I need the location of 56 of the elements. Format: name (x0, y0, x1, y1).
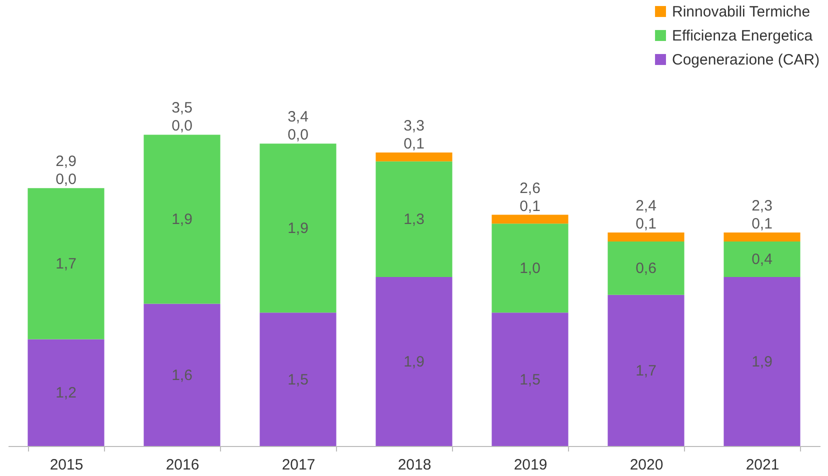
x-tick-label: 2017 (282, 456, 316, 474)
x-tick-label: 2018 (398, 456, 432, 474)
bar (28, 188, 104, 340)
data-label: 1,5 (520, 371, 540, 388)
data-label: 0,0 (172, 118, 192, 135)
total-label: 2,3 (752, 198, 772, 215)
data-label: 1,9 (404, 354, 424, 371)
data-label: 1,3 (404, 211, 424, 228)
x-tick-label: 2015 (50, 456, 84, 474)
x-tick-label: 2019 (514, 456, 548, 474)
data-label: 0,1 (404, 136, 424, 153)
bar (492, 224, 568, 313)
total-label: 2,9 (56, 153, 76, 170)
legend-label: Efficienza Energetica (672, 28, 814, 44)
total-label: 3,3 (404, 118, 424, 135)
bar (260, 144, 336, 313)
bar (724, 277, 800, 446)
bar (260, 312, 336, 446)
data-label: 1,2 (56, 384, 76, 402)
total-label: 2,6 (520, 180, 540, 197)
legend-label: Rinnovabili Termiche (672, 4, 810, 20)
data-label: 0,4 (752, 251, 772, 268)
data-label: 1,7 (56, 256, 76, 273)
data-label: 1,9 (752, 354, 772, 371)
bar (492, 214, 568, 224)
x-tick-label: 2020 (630, 456, 664, 474)
bar (608, 232, 684, 242)
data-label: 0,1 (520, 198, 540, 215)
data-label: 0,0 (56, 171, 76, 188)
bar (608, 294, 684, 446)
total-label: 2,4 (636, 198, 656, 215)
data-label: 1,6 (172, 366, 192, 384)
bar (724, 241, 800, 278)
data-label: 0,6 (636, 260, 656, 278)
total-label: 3,5 (172, 100, 192, 117)
data-label: 0,1 (636, 216, 656, 233)
bar (608, 241, 684, 295)
data-label: 1,0 (520, 260, 540, 278)
data-label: 0,0 (288, 126, 308, 144)
bar (376, 277, 452, 446)
data-label: 1,9 (172, 211, 192, 228)
bar (28, 339, 104, 446)
bar (724, 232, 800, 242)
bar (144, 304, 220, 446)
data-label: 1,7 (636, 362, 656, 380)
data-label: 1,9 (288, 220, 308, 238)
bar (144, 134, 220, 304)
x-tick-label: 2016 (166, 456, 200, 474)
x-tick-label: 2021 (746, 456, 780, 474)
bar (492, 312, 568, 446)
data-label: 1,5 (288, 371, 308, 388)
bar (376, 161, 452, 278)
legend-label: Cogenerazione (CAR) (672, 52, 820, 68)
bar (376, 152, 452, 162)
data-label: 0,1 (752, 216, 772, 233)
total-label: 3,4 (288, 108, 308, 126)
